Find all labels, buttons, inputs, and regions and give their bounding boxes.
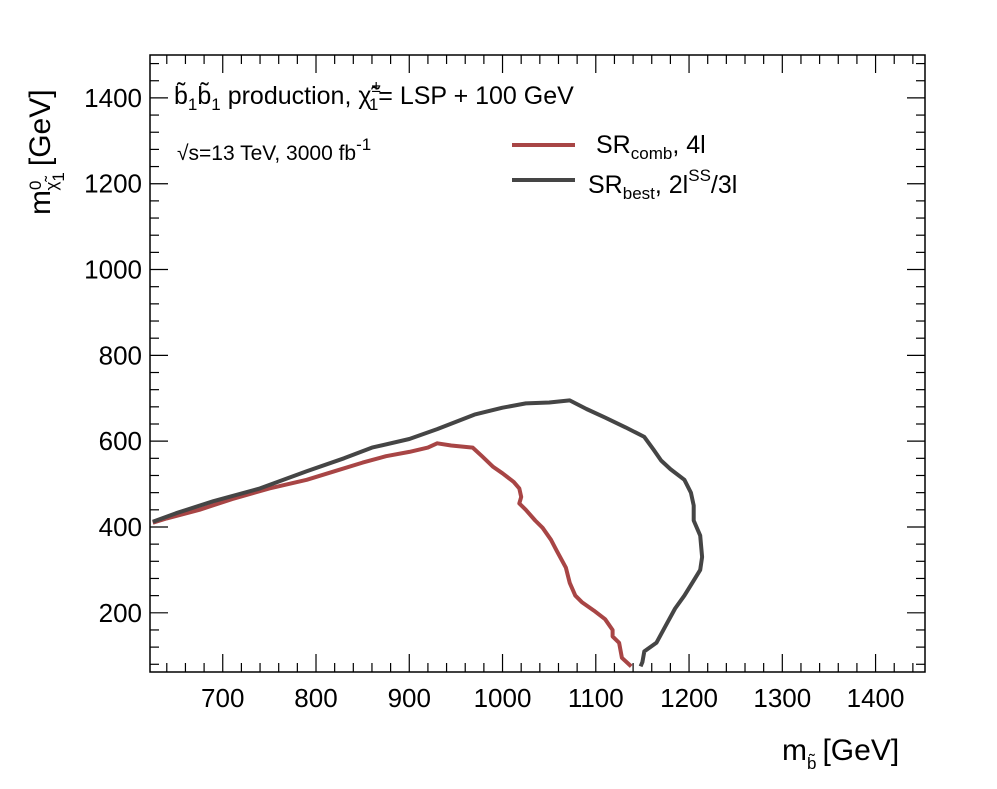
plot-frame: [149, 54, 926, 673]
x-tick-label: 900: [388, 683, 431, 713]
process-annotation: b̃1b̃1 production, χ̃± 1= LSP + 100 GeV: [174, 77, 574, 114]
energy-annotation: √s=13 TeV, 3000 fb-1: [177, 135, 371, 165]
series-line-1: [152, 398, 705, 668]
energy-annotation-text: √s=13 TeV, 3000 fb-1: [177, 135, 371, 165]
x-tick-label: 1000: [474, 683, 532, 713]
y-tick-label: 400: [99, 512, 142, 542]
process-annotation-text: b̃1b̃1 production, χ̃± 1= LSP + 100 GeV: [174, 77, 574, 114]
axis-ticks: 700 800 900 1000 1100 1200 1300 1400 200 400 600 80…: [84, 55, 925, 713]
y-tick-label: 1200: [84, 169, 142, 199]
series-line-0: [152, 441, 633, 668]
y-tick-label: 800: [99, 340, 142, 370]
x-tick-label: 700: [201, 683, 244, 713]
x-tick-label: 1100: [568, 683, 624, 713]
x-tick-label: 1200: [660, 683, 718, 713]
y-tick-label: 1400: [84, 83, 142, 113]
x-tick-label: 1300: [753, 683, 811, 713]
series-layer: [152, 398, 705, 668]
y-tick-label: 600: [99, 426, 142, 456]
y-tick-label: 1000: [84, 255, 142, 285]
legend: SRcomb, 4l SRbest, 2lSS/3l: [512, 131, 737, 203]
legend-label-sr-best: SRbest, 2lSS/3l: [588, 166, 737, 203]
x-tick-label: 800: [294, 683, 337, 713]
y-tick-label: 200: [99, 598, 142, 628]
x-axis-title: mb̃ [GeV]: [782, 734, 899, 773]
y-axis-title: m0χ̃1[GeV]: [24, 89, 68, 215]
x-tick-label: 1400: [847, 683, 905, 713]
legend-label-sr-comb: SRcomb, 4l: [596, 131, 706, 163]
